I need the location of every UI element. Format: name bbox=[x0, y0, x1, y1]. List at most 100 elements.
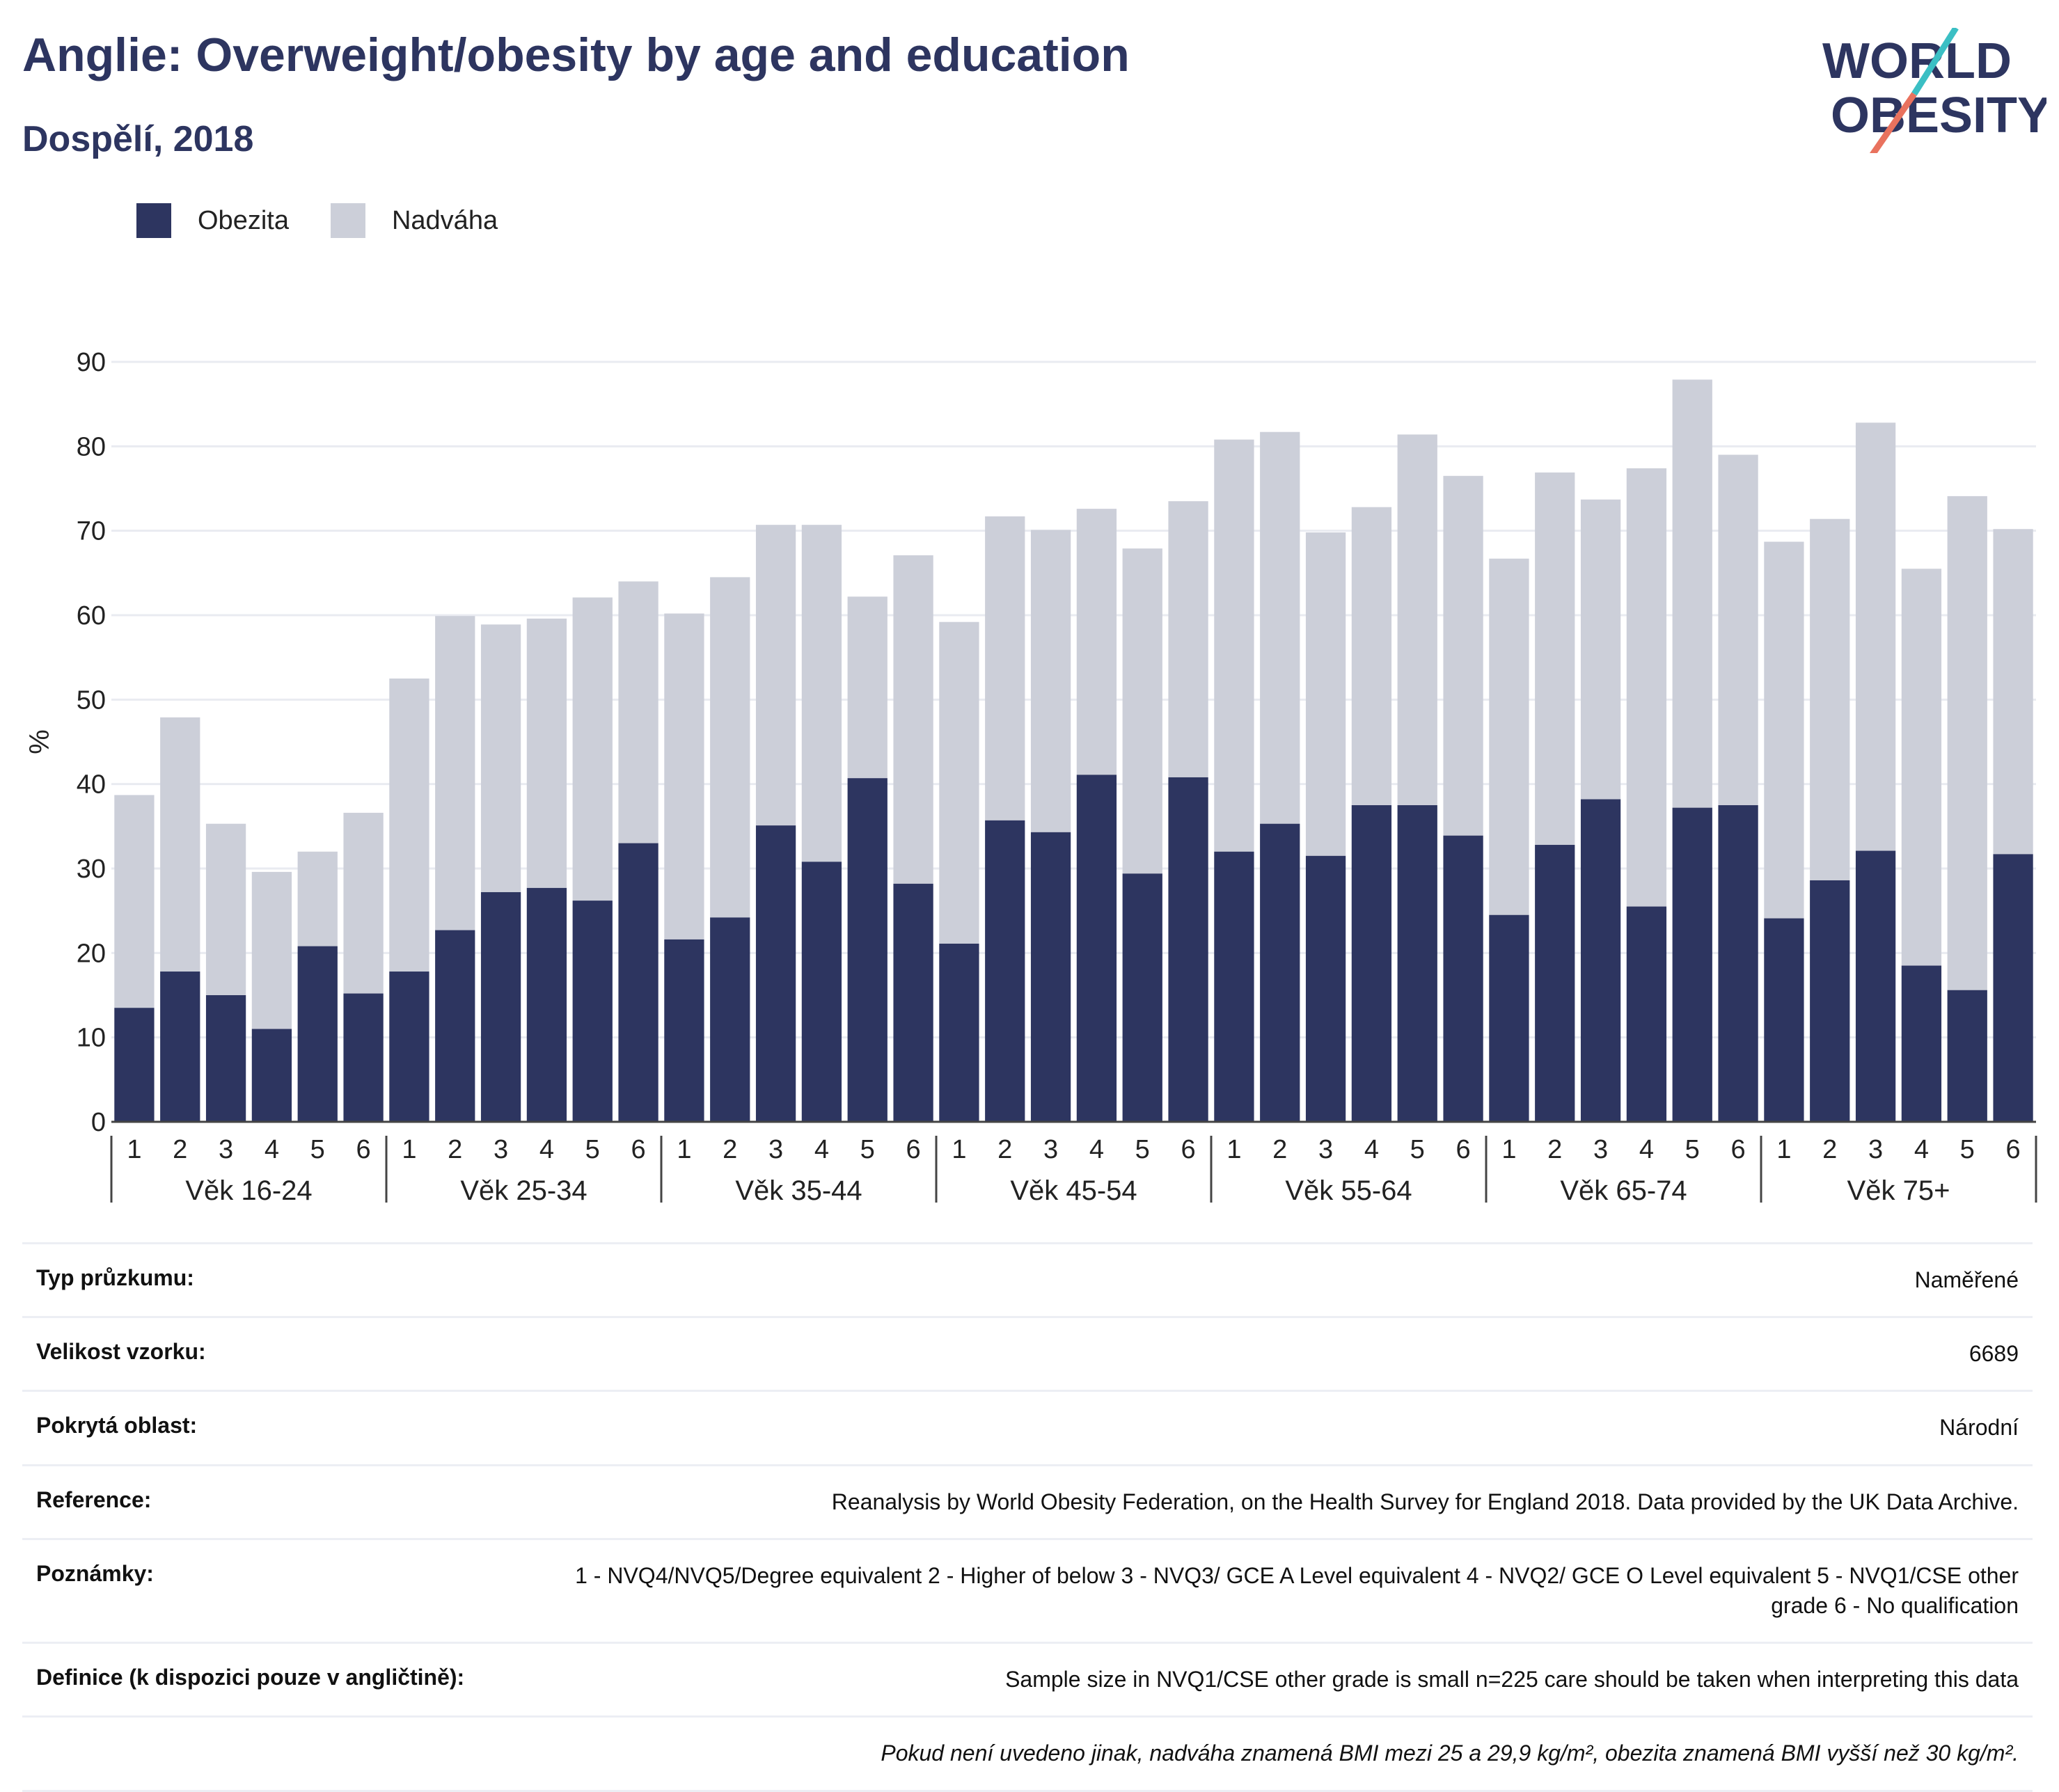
bar-overweight bbox=[1397, 434, 1437, 805]
bar-overweight bbox=[1626, 468, 1667, 907]
legend-item-overweight[interactable]: Nadváha bbox=[330, 203, 498, 238]
x-tick-label: 5 bbox=[1410, 1135, 1425, 1164]
bar-obesity bbox=[618, 843, 658, 1122]
x-tick-label: 4 bbox=[1089, 1135, 1104, 1164]
x-tick-label: 2 bbox=[173, 1135, 187, 1164]
bar-overweight bbox=[618, 581, 658, 843]
logo-obesity-text: OBESITY bbox=[1831, 88, 2046, 143]
x-tick-label: 1 bbox=[1226, 1135, 1241, 1164]
bar-obesity bbox=[1076, 775, 1117, 1122]
x-tick-label: 5 bbox=[860, 1135, 875, 1164]
legend-swatch-overweight bbox=[330, 203, 365, 238]
bar-obesity bbox=[1030, 832, 1071, 1122]
x-tick-label: 1 bbox=[677, 1135, 691, 1164]
bar-overweight bbox=[1993, 529, 2033, 855]
bar-overweight bbox=[526, 618, 567, 888]
bar-obesity bbox=[1443, 835, 1483, 1122]
bar-obesity bbox=[1810, 880, 1850, 1122]
bar-obesity bbox=[572, 901, 613, 1122]
x-tick-label: 4 bbox=[1914, 1135, 1929, 1164]
bar-overweight bbox=[1168, 501, 1208, 777]
bar-obesity bbox=[1855, 850, 1896, 1122]
bar-obesity bbox=[985, 820, 1025, 1122]
bar-obesity bbox=[1489, 914, 1529, 1122]
bar-obesity bbox=[160, 972, 200, 1122]
bar-obesity bbox=[1718, 805, 1758, 1122]
bar-overweight bbox=[1901, 569, 1942, 966]
bar-obesity bbox=[664, 939, 704, 1122]
group-label: Věk 45-54 bbox=[1010, 1175, 1137, 1206]
x-tick-label: 2 bbox=[1272, 1135, 1287, 1164]
bar-overweight bbox=[939, 621, 979, 944]
bar-overweight bbox=[1764, 541, 1804, 919]
bar-obesity bbox=[1260, 823, 1300, 1122]
bar-obesity bbox=[1764, 918, 1804, 1122]
x-tick-label: 6 bbox=[1731, 1135, 1746, 1164]
bar-obesity bbox=[435, 930, 475, 1122]
legend-label-overweight: Nadváha bbox=[391, 205, 498, 235]
x-tick-label: 2 bbox=[448, 1135, 462, 1164]
x-tick-label: 3 bbox=[219, 1135, 233, 1164]
info-label: Velikost vzorku: bbox=[36, 1339, 206, 1365]
y-axis-label: % bbox=[24, 729, 55, 754]
legend-item-obesity[interactable]: Obezita bbox=[136, 203, 289, 238]
x-tick-label: 6 bbox=[1181, 1135, 1196, 1164]
y-tick-label: 10 bbox=[77, 1024, 106, 1053]
x-tick-label: 2 bbox=[723, 1135, 737, 1164]
bar-overweight bbox=[710, 577, 750, 918]
y-tick-label: 80 bbox=[77, 432, 106, 461]
bar-obesity bbox=[1397, 805, 1437, 1122]
x-tick-label: 6 bbox=[2006, 1135, 2021, 1164]
bar-overweight bbox=[251, 871, 292, 1029]
info-label: Poznámky: bbox=[36, 1560, 154, 1586]
bar-overweight bbox=[1443, 475, 1483, 836]
legend-label-obesity: Obezita bbox=[198, 205, 289, 235]
bar-obesity bbox=[1901, 965, 1942, 1122]
info-value: Reanalysis by World Obesity Federation, … bbox=[831, 1489, 2019, 1514]
x-tick-label: 4 bbox=[265, 1135, 279, 1164]
bar-obesity bbox=[480, 891, 521, 1122]
bar-overweight bbox=[1855, 422, 1896, 851]
info-row-footnote: Pokud není uvedeno jinak, nadváha znamen… bbox=[22, 1715, 2033, 1792]
x-tick-label: 3 bbox=[1593, 1135, 1608, 1164]
info-value: Naměřené bbox=[1914, 1267, 2019, 1292]
info-row-coverage: Pokrytá oblast: Národní bbox=[22, 1390, 2033, 1464]
x-tick-label: 5 bbox=[1685, 1135, 1700, 1164]
bar-obesity bbox=[251, 1029, 292, 1122]
x-tick-label: 1 bbox=[127, 1135, 141, 1164]
x-tick-label: 3 bbox=[768, 1135, 783, 1164]
group-label: Věk 55-64 bbox=[1285, 1175, 1412, 1206]
bar-overweight bbox=[114, 795, 155, 1008]
info-row-survey-type: Typ průzkumu: Naměřené bbox=[22, 1242, 2033, 1316]
chart-title: Anglie: Overweight/obesity by age and ed… bbox=[22, 29, 1130, 81]
stacked-bar-chart: 0 10 20 30 40 50 60 70 80 90% 1 2 3 4 5 6 1 2 3 4 5 6 1 2 3 4 5 6 1 2… bbox=[24, 348, 2037, 1206]
x-tick-label: 5 bbox=[310, 1135, 325, 1164]
x-tick-label: 4 bbox=[1639, 1135, 1654, 1164]
bar-obesity bbox=[1993, 854, 2033, 1122]
chart-legend: Obezita Nadváha bbox=[136, 203, 539, 238]
x-tick-label: 3 bbox=[1318, 1135, 1333, 1164]
x-tick-label: 1 bbox=[402, 1135, 416, 1164]
y-tick-label: 40 bbox=[77, 770, 106, 800]
x-tick-label: 6 bbox=[356, 1135, 371, 1164]
x-tick-label: 2 bbox=[1822, 1135, 1837, 1164]
bar-overweight bbox=[985, 516, 1025, 820]
bar-overweight bbox=[847, 596, 888, 779]
bar-obesity bbox=[1305, 855, 1346, 1122]
x-tick-label: 1 bbox=[952, 1135, 966, 1164]
bar-obesity bbox=[205, 995, 246, 1122]
bar-obesity bbox=[1626, 906, 1667, 1122]
group-label: Věk 16-24 bbox=[185, 1175, 312, 1206]
bar-overweight bbox=[1489, 558, 1529, 915]
bar-obesity bbox=[1351, 805, 1392, 1122]
x-tick-label: 1 bbox=[1501, 1135, 1516, 1164]
x-tick-label: 1 bbox=[1776, 1135, 1791, 1164]
bar-overweight bbox=[1351, 507, 1392, 805]
bar-overweight bbox=[1076, 509, 1117, 775]
chart-subtitle: Dospělí, 2018 bbox=[22, 119, 254, 159]
x-tick-label: 3 bbox=[494, 1135, 508, 1164]
y-tick-label: 30 bbox=[77, 855, 106, 884]
bar-obesity bbox=[847, 778, 888, 1122]
bar-overweight bbox=[1305, 532, 1346, 856]
x-tick-label: 6 bbox=[906, 1135, 921, 1164]
